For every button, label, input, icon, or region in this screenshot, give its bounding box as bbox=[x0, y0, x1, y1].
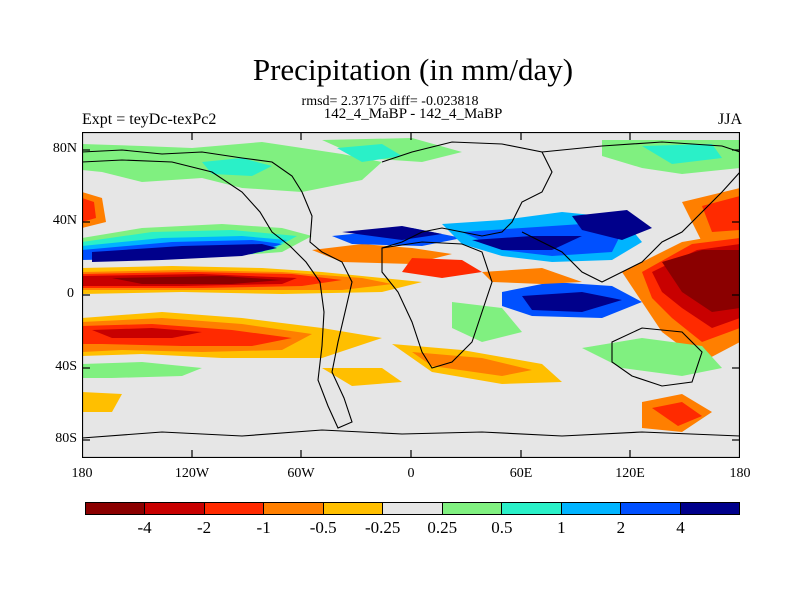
ytick-label: 0 bbox=[67, 286, 74, 301]
ytick-label: 40S bbox=[55, 359, 77, 374]
colorbar-label: 0.25 bbox=[427, 518, 458, 537]
season-label: JJA bbox=[717, 111, 742, 128]
field-io-orange bbox=[482, 268, 582, 284]
colorbar-label: 2 bbox=[616, 518, 626, 537]
europe-outline bbox=[381, 141, 553, 249]
field-atl-navy bbox=[342, 226, 442, 240]
field-so2-yellow bbox=[82, 392, 122, 412]
experiment-subtitle: 142_4_MaBP - 142_4_MaBP bbox=[323, 106, 503, 122]
field-sa2-yellow bbox=[322, 368, 402, 386]
xtick-label: 0 bbox=[407, 466, 415, 481]
neutral-field bbox=[82, 132, 740, 458]
field-so-green bbox=[82, 362, 202, 378]
map-panel bbox=[81, 131, 741, 459]
xtick-label: 120E bbox=[615, 466, 645, 481]
ytick-label: 40N bbox=[52, 213, 77, 228]
field-nh-cyan bbox=[202, 158, 272, 176]
field-saf-green bbox=[452, 302, 522, 342]
colorbar-label: -2 bbox=[196, 518, 212, 537]
field-siberia-cyan bbox=[642, 144, 722, 164]
colorbar-swatch bbox=[145, 503, 205, 514]
antarctica-outline bbox=[82, 429, 740, 439]
field-wp-maroon bbox=[662, 250, 740, 312]
australia-outline bbox=[611, 327, 703, 387]
field-sa-orange bbox=[412, 352, 532, 376]
africa-outline bbox=[381, 241, 493, 369]
xtick-label: 60E bbox=[509, 466, 533, 481]
colorbar-swatch bbox=[383, 503, 443, 514]
colorbar-label: -0.5 bbox=[309, 518, 337, 537]
colorbar-swatch bbox=[621, 503, 681, 514]
continent-outlines bbox=[82, 141, 740, 439]
colorbar-swatch bbox=[561, 503, 622, 514]
field-asia-navy bbox=[572, 210, 652, 240]
xtick-label: 180 bbox=[71, 466, 93, 481]
ytick-label: 80N bbox=[52, 141, 77, 156]
colorbar-label: -4 bbox=[137, 518, 152, 537]
colorbar-swatch bbox=[502, 503, 562, 514]
colorbar-label: 0.5 bbox=[491, 518, 513, 537]
colorbar-swatch bbox=[264, 503, 324, 514]
field-tas-red bbox=[652, 402, 702, 426]
field-sp-darkred bbox=[92, 328, 202, 338]
americas-outline bbox=[82, 149, 353, 429]
xtick-label: 180 bbox=[729, 466, 751, 481]
colorbar-label: -1 bbox=[256, 518, 271, 537]
xtick-label: 120W bbox=[174, 466, 210, 481]
colorbar-swatch bbox=[204, 503, 265, 514]
asia-outline bbox=[521, 141, 740, 283]
colorbar-label: 4 bbox=[676, 518, 685, 537]
field-aus-green bbox=[582, 338, 722, 376]
xtick-label: 60W bbox=[287, 466, 315, 481]
colorbar-swatch bbox=[680, 503, 739, 514]
field-arctic-cyan bbox=[337, 144, 402, 162]
colorbar-label: 1 bbox=[557, 518, 566, 537]
colorbar-swatch bbox=[86, 503, 146, 514]
experiment-label: Expt = teyDc-texPc2 bbox=[82, 111, 217, 128]
ytick-label: 80S bbox=[55, 431, 77, 446]
field-atl-red bbox=[402, 258, 482, 278]
tick-marks bbox=[82, 132, 740, 458]
colorbar-label: -0.25 bbox=[365, 518, 401, 537]
field-np-red bbox=[702, 196, 740, 232]
field-ind-navy bbox=[472, 236, 582, 250]
field-io-navy bbox=[522, 292, 622, 312]
field-na-red bbox=[82, 198, 96, 222]
colorbar-swatch bbox=[323, 503, 384, 514]
field-eq-maroon bbox=[112, 276, 282, 284]
field-pac-navy bbox=[92, 244, 277, 262]
precip-map bbox=[81, 131, 741, 459]
stats-line: rmsd= 2.37175 diff= -0.023818 bbox=[301, 94, 479, 109]
colorbar bbox=[85, 502, 740, 515]
colorbar-swatch bbox=[442, 503, 503, 514]
plot-title: Precipitation (in mm/day) bbox=[252, 52, 574, 87]
